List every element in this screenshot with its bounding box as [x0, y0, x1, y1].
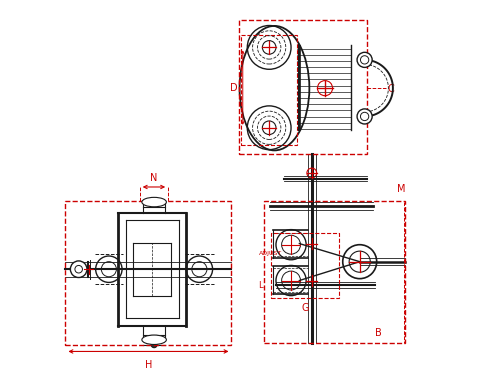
- Text: G: G: [301, 303, 309, 313]
- Bar: [263, 201, 405, 343]
- Circle shape: [357, 109, 372, 124]
- Circle shape: [276, 266, 306, 296]
- Bar: [241, 35, 297, 145]
- Bar: [239, 20, 367, 154]
- Bar: [65, 201, 231, 345]
- Ellipse shape: [142, 197, 166, 207]
- Bar: [271, 233, 339, 298]
- Text: M: M: [397, 184, 405, 194]
- Circle shape: [343, 245, 377, 279]
- Ellipse shape: [239, 26, 309, 150]
- Text: L: L: [259, 280, 263, 290]
- Text: D: D: [230, 83, 238, 93]
- Text: H: H: [145, 360, 152, 370]
- Circle shape: [151, 342, 157, 348]
- Circle shape: [70, 261, 87, 277]
- Circle shape: [357, 52, 372, 67]
- Text: C: C: [387, 84, 394, 94]
- Circle shape: [276, 230, 306, 260]
- Text: ADJUST: ADJUST: [260, 251, 282, 256]
- Text: N: N: [151, 173, 158, 183]
- Text: B: B: [375, 328, 382, 338]
- Ellipse shape: [142, 335, 166, 345]
